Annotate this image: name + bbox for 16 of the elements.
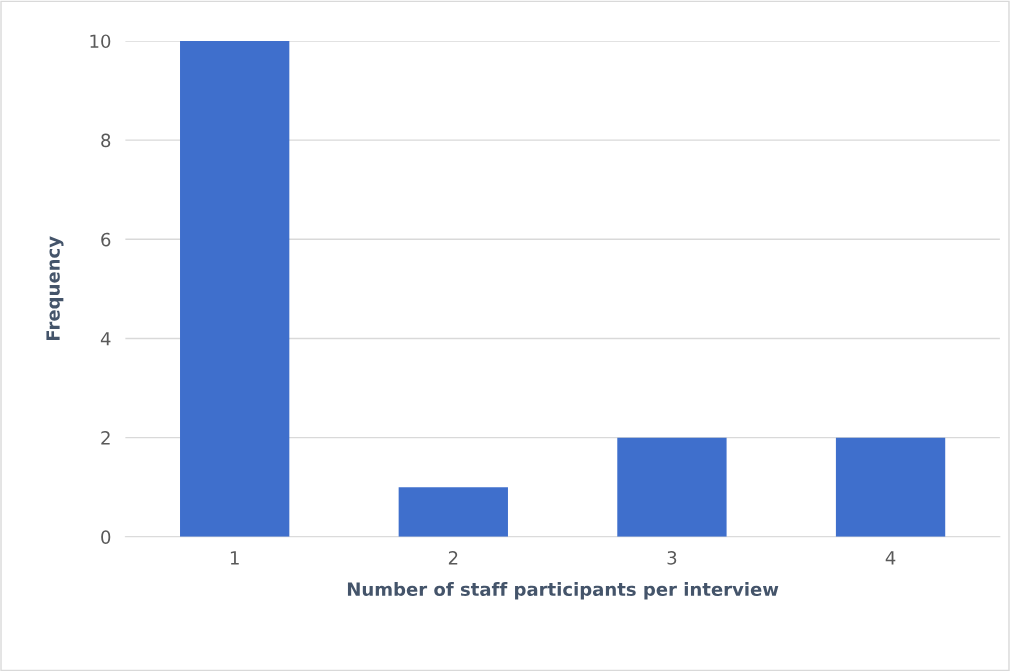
x-tick-label: 2 bbox=[448, 551, 458, 565]
y-tick-label: 4 bbox=[100, 332, 111, 346]
y-tick-label: 2 bbox=[101, 431, 110, 445]
y-tick-label: 0 bbox=[101, 530, 111, 544]
bar bbox=[398, 487, 508, 537]
x-tick-label: 3 bbox=[667, 551, 677, 565]
x-tick-label: 4 bbox=[885, 551, 896, 565]
y-tick-label: 8 bbox=[101, 133, 111, 148]
bar bbox=[617, 437, 727, 537]
y-tick-label: 10 bbox=[90, 34, 111, 49]
bar bbox=[835, 437, 946, 537]
x-tick-label: 1 bbox=[230, 551, 239, 565]
bar bbox=[180, 40, 290, 537]
y-axis-title: Frequency bbox=[46, 236, 64, 341]
y-tick-label: 6 bbox=[101, 232, 111, 247]
x-axis-title: Number of staff participants per interview bbox=[347, 582, 779, 600]
